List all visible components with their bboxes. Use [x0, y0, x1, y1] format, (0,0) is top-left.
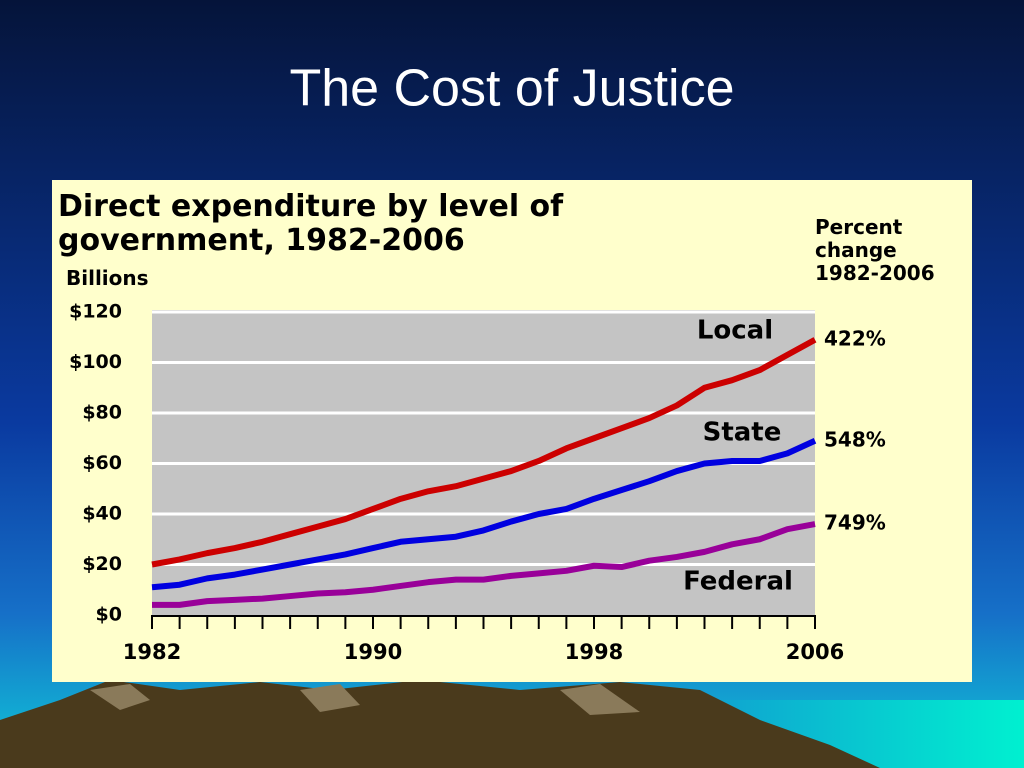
y-tick-label: $0	[96, 604, 122, 626]
mountains	[0, 680, 880, 768]
y-tick-label: $40	[82, 503, 122, 525]
percent-change-label: 548%	[824, 427, 886, 451]
series-line	[152, 521, 816, 608]
mountain-highlight	[300, 684, 360, 712]
series-line	[151, 337, 817, 568]
y-tick-label: $100	[69, 351, 122, 373]
mountain-highlight	[90, 684, 150, 710]
percent-change-label: 749%	[824, 511, 886, 535]
mountain-highlight	[560, 684, 640, 715]
y-tick-label: $80	[82, 402, 122, 424]
slide-title: The Cost of Justice	[289, 60, 734, 118]
y-tick-label: $20	[82, 553, 122, 575]
series-label: Local	[697, 316, 773, 346]
series-line	[151, 438, 817, 591]
x-tick-label: 1998	[565, 640, 623, 664]
y-axis-label: Billions	[66, 266, 149, 290]
y-tick-label: $60	[82, 452, 122, 474]
x-tick-label: 1982	[123, 640, 181, 664]
x-tick-label: 2006	[786, 640, 844, 664]
y-tick-label: $120	[69, 301, 122, 323]
percent-change-label: 422%	[824, 326, 886, 350]
x-tick-label: 1990	[344, 640, 402, 664]
chart-title: Direct expenditure by level of governmen…	[58, 189, 564, 258]
series-label: Federal	[683, 567, 793, 597]
annotation: Percent change 1982-2006	[815, 215, 935, 285]
series-label: State	[703, 418, 782, 448]
